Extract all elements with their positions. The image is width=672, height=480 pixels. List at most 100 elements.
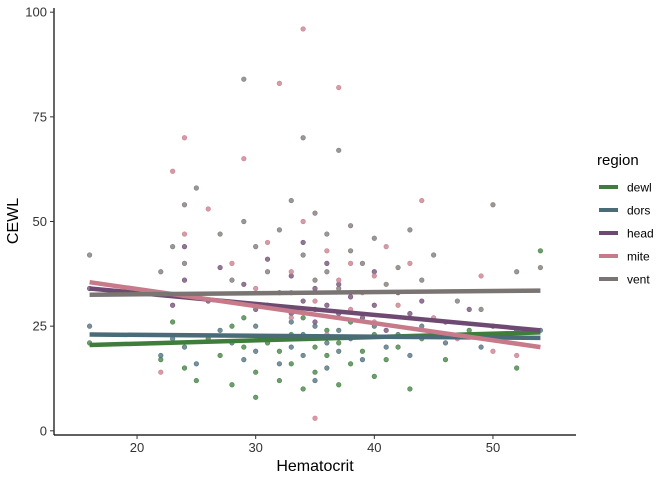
point-vent xyxy=(181,202,188,208)
point-mite xyxy=(312,298,318,304)
point-mite xyxy=(229,260,235,266)
point-mite xyxy=(205,206,211,212)
point-dors xyxy=(158,352,164,359)
point-dors xyxy=(276,361,283,367)
point-dewl xyxy=(276,348,283,354)
point-vent xyxy=(288,197,294,204)
point-vent xyxy=(537,264,544,271)
point-mite xyxy=(407,260,413,266)
point-mite xyxy=(241,156,247,162)
point-mite xyxy=(383,244,389,250)
point-dewl xyxy=(395,344,401,350)
point-mite xyxy=(419,197,425,204)
point-dors xyxy=(359,357,366,363)
point-dors xyxy=(288,344,294,350)
point-vent xyxy=(347,248,354,254)
point-mite xyxy=(253,285,259,292)
point-dewl xyxy=(407,386,413,392)
point-dewl xyxy=(181,365,188,371)
point-mite xyxy=(276,80,283,86)
point-dors xyxy=(181,344,188,350)
point-dewl xyxy=(312,369,318,375)
point-mite xyxy=(514,352,520,359)
data-points xyxy=(86,26,544,421)
point-dors xyxy=(478,344,484,350)
point-head xyxy=(170,302,176,308)
point-vent xyxy=(371,235,377,241)
point-mite xyxy=(158,369,164,375)
point-vent xyxy=(253,244,259,250)
point-head xyxy=(324,260,330,266)
point-dors xyxy=(407,352,413,359)
x-tick-label: 30 xyxy=(248,440,262,455)
point-dewl xyxy=(383,357,389,363)
point-dewl xyxy=(300,315,306,321)
point-vent xyxy=(324,269,330,275)
point-vent xyxy=(419,277,425,283)
point-vent xyxy=(86,252,93,258)
point-vent xyxy=(336,147,342,153)
point-vent xyxy=(158,269,164,275)
point-vent xyxy=(431,252,437,258)
point-vent xyxy=(383,281,389,287)
point-dewl xyxy=(276,377,283,384)
point-vent xyxy=(193,185,199,191)
point-mite xyxy=(490,348,496,354)
point-dors xyxy=(193,361,199,367)
point-mite xyxy=(181,231,188,237)
point-head xyxy=(300,239,306,246)
point-head xyxy=(312,319,318,325)
point-mite xyxy=(288,315,294,321)
point-vent xyxy=(312,277,318,283)
point-dewl xyxy=(347,361,354,367)
point-mite xyxy=(336,84,342,91)
point-dewl xyxy=(514,365,520,371)
point-dors xyxy=(86,323,93,329)
legend: region dewl dors head mite vent xyxy=(597,152,654,287)
point-mite xyxy=(300,26,306,32)
point-vent xyxy=(395,264,401,271)
x-tick-label: 40 xyxy=(367,440,381,455)
x-tick-label: 20 xyxy=(130,440,144,455)
point-dewl xyxy=(537,248,544,254)
point-vent xyxy=(359,260,366,266)
point-mite xyxy=(336,277,342,283)
point-vent xyxy=(300,135,306,141)
point-dors xyxy=(336,348,342,354)
point-head xyxy=(419,298,425,304)
point-dewl xyxy=(336,382,342,388)
y-tick-label: 25 xyxy=(33,319,47,334)
point-mite xyxy=(181,135,188,141)
point-head xyxy=(312,285,318,292)
point-dewl xyxy=(288,361,294,367)
y-tick-label: 100 xyxy=(25,5,47,20)
point-vent xyxy=(264,269,271,275)
point-head xyxy=(181,244,188,250)
point-head xyxy=(407,310,413,317)
point-vent xyxy=(514,269,520,275)
point-dors xyxy=(383,344,389,350)
point-mite xyxy=(478,273,484,279)
point-dors xyxy=(241,357,247,363)
point-head xyxy=(217,264,223,271)
point-vent xyxy=(454,298,460,304)
legend-label-dors: dors xyxy=(627,204,650,218)
point-head xyxy=(371,302,377,308)
point-dewl xyxy=(229,323,235,329)
fit-line-vent xyxy=(89,288,541,298)
point-head xyxy=(324,302,330,308)
legend-title: region xyxy=(597,152,639,169)
point-head xyxy=(466,306,472,313)
point-vent xyxy=(347,223,354,229)
point-vent xyxy=(217,231,223,237)
x-ticks: 20 30 40 50 xyxy=(130,435,500,455)
point-dewl xyxy=(241,344,247,350)
point-dewl xyxy=(466,327,472,333)
point-dewl xyxy=(371,373,377,379)
point-vent xyxy=(490,202,496,208)
point-mite xyxy=(170,168,176,174)
point-dors xyxy=(253,323,259,329)
point-dewl xyxy=(312,344,318,350)
y-tick-label: 50 xyxy=(33,214,47,229)
point-head xyxy=(300,298,306,304)
